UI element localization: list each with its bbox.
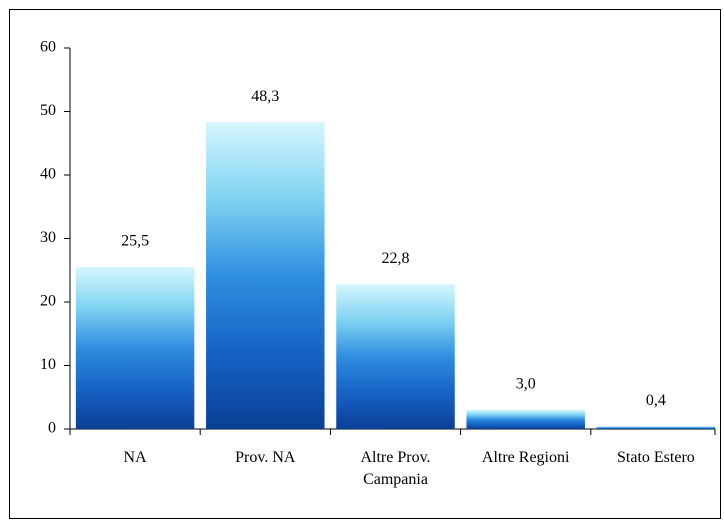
bar (75, 267, 195, 429)
value-label: 3,0 (516, 376, 536, 393)
x-tick-label: Stato Estero (617, 449, 695, 466)
y-tick-label: 20 (40, 293, 56, 310)
y-tick-label: 10 (40, 356, 56, 373)
bar (466, 409, 585, 429)
value-label: 0,4 (646, 392, 666, 409)
y-tick-label: 0 (48, 420, 56, 437)
x-tick-label: NA (123, 449, 147, 466)
frame (9, 9, 721, 519)
value-label: 22,8 (382, 250, 410, 267)
value-label: 48,3 (251, 88, 279, 105)
value-label: 25,5 (121, 233, 149, 250)
y-tick-label: 60 (40, 39, 56, 56)
bar (336, 284, 455, 429)
y-tick-label: 30 (40, 229, 56, 246)
x-tick-label: Altre Prov. Campania (360, 449, 431, 488)
x-tick-label: Prov. NA (235, 449, 296, 466)
y-tick-label: 50 (40, 102, 56, 119)
bar (206, 122, 325, 430)
bar (596, 426, 716, 429)
y-tick-label: 40 (40, 166, 56, 183)
x-tick-label: Altre Regioni (481, 449, 570, 466)
